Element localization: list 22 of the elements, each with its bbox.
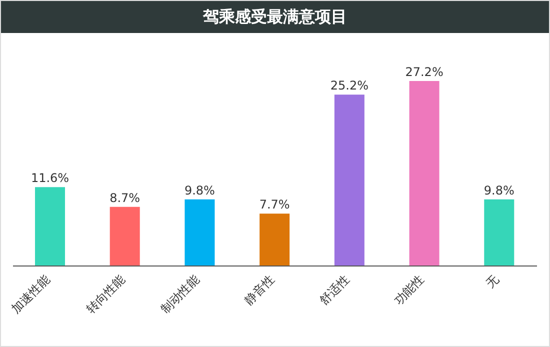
x-tick-label: 转向性能 [84, 272, 128, 316]
data-label: 9.8% [484, 183, 514, 198]
data-label: 25.2% [330, 78, 368, 93]
bar [110, 206, 140, 266]
x-tick-label: 制动性能 [158, 272, 202, 316]
x-tick-label: 无 [483, 272, 502, 291]
bar [35, 187, 65, 266]
data-label: 9.8% [184, 183, 215, 198]
data-label: 11.6% [30, 171, 70, 186]
x-tick-label: 加速性能 [8, 272, 53, 316]
bar [260, 214, 290, 266]
x-tick-label: 静音性 [242, 272, 278, 308]
chart-title: 驾乘感受最满意项目 [1, 1, 549, 33]
bar [484, 199, 514, 266]
bar [184, 199, 215, 266]
data-label: 7.7% [259, 198, 290, 212]
data-label: 27.2% [405, 65, 444, 79]
x-tick-label: 舒适性 [316, 272, 352, 308]
bar [409, 81, 440, 266]
data-label: 8.7% [110, 190, 140, 205]
x-tick-label: 功能性 [391, 272, 427, 308]
bar [334, 94, 364, 266]
